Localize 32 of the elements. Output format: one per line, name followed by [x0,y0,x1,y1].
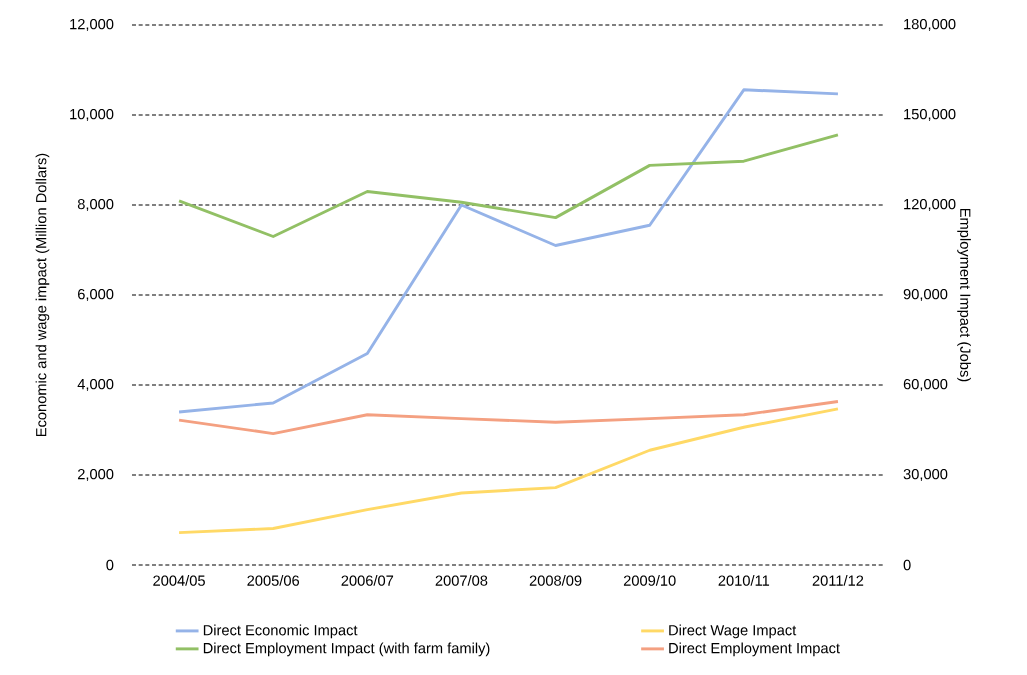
x-tick-label: 2009/10 [623,575,676,586]
y-tick-label: 8,000 [77,198,114,212]
legend-label: Direct Employment Impact (with farm family) [203,642,490,657]
x-tick-label: 2006/07 [341,575,394,586]
y2-tick-label: 90,000 [903,288,948,302]
y2-tick-label: 30,000 [903,468,948,482]
line-series [177,400,840,436]
x-tick-label: 2005/06 [247,575,300,586]
legend-label: Direct Wage Impact [669,624,797,639]
y-tick-label: 12,000 [70,18,114,32]
legend-label: Direct Employment Impact [669,642,840,657]
y2-axis-title: Employment Impact (Jobs) [957,209,971,382]
y-tick-label: 6,000 [78,288,114,302]
x-tick-label: 2004/05 [153,575,205,586]
y-tick-label: 2,000 [77,468,114,482]
line-series [177,88,840,414]
line-series [177,133,840,238]
x-tick-label: 2008/09 [529,575,582,586]
y-tick-label: 4,000 [77,378,114,392]
y2-tick-label: 180,000 [904,18,956,32]
y-tick-label: 0 [106,559,114,571]
x-tick-label: 2010/11 [718,575,770,586]
y2-tick-label: 60,000 [903,378,948,392]
line-series [177,407,840,535]
y2-tick-label: 0 [903,559,911,571]
x-tick-label: 2007/08 [435,575,488,586]
legend-label: Direct Economic Impact [203,624,358,639]
y2-tick-label: 150,000 [904,108,956,122]
y2-tick-label: 120,000 [904,198,956,212]
x-tick-label: 2011/12 [812,575,864,586]
y-axis-title: Economic and wage impact (Million Dollars) [35,153,50,437]
y-tick-label: 10,000 [70,108,114,122]
